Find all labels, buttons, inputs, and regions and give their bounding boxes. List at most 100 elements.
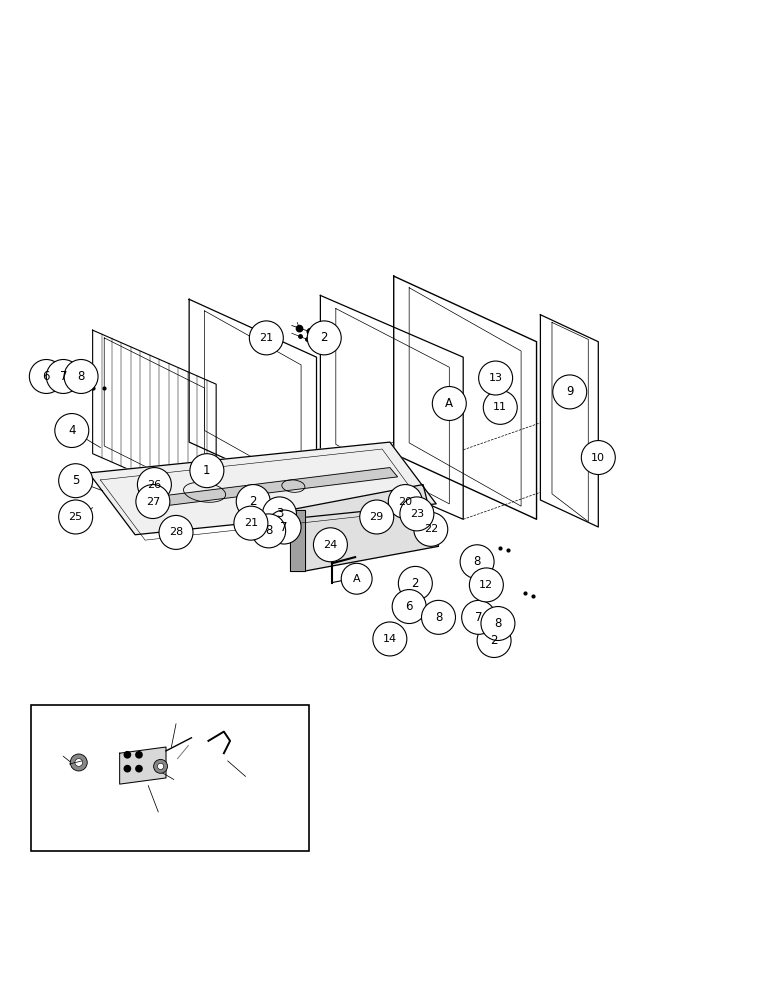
Circle shape (267, 510, 301, 544)
Circle shape (262, 497, 296, 531)
Text: 7: 7 (280, 521, 288, 534)
Text: 29: 29 (370, 512, 384, 522)
Text: 3: 3 (276, 507, 283, 520)
Circle shape (581, 441, 615, 475)
Text: 15: 15 (167, 774, 181, 784)
Text: 27: 27 (146, 497, 160, 507)
Text: 4: 4 (68, 424, 76, 437)
Circle shape (70, 754, 87, 771)
Text: 26: 26 (147, 480, 161, 490)
Circle shape (29, 359, 63, 393)
Circle shape (469, 568, 503, 602)
Circle shape (46, 359, 80, 393)
Text: 6: 6 (405, 600, 413, 613)
Circle shape (414, 512, 448, 546)
Circle shape (75, 759, 83, 766)
Text: 2: 2 (411, 577, 419, 590)
Text: 13: 13 (489, 373, 503, 383)
Circle shape (124, 765, 131, 773)
Polygon shape (120, 747, 166, 784)
Circle shape (460, 545, 494, 579)
Circle shape (553, 375, 587, 409)
Circle shape (481, 607, 515, 641)
Circle shape (296, 325, 303, 332)
Circle shape (159, 515, 193, 549)
Text: 17: 17 (169, 719, 183, 729)
Text: 10: 10 (591, 453, 605, 463)
Circle shape (400, 497, 434, 531)
Circle shape (136, 485, 170, 519)
Circle shape (479, 361, 513, 395)
Circle shape (161, 708, 191, 739)
Circle shape (477, 624, 511, 657)
Polygon shape (290, 510, 305, 571)
Circle shape (154, 759, 168, 773)
Text: 21: 21 (244, 518, 258, 528)
Circle shape (249, 321, 283, 355)
Circle shape (59, 464, 93, 498)
Circle shape (190, 454, 224, 488)
Text: 7: 7 (59, 370, 67, 383)
FancyBboxPatch shape (31, 705, 309, 851)
Circle shape (317, 331, 324, 339)
Text: A: A (49, 720, 56, 730)
Circle shape (230, 761, 261, 792)
Circle shape (124, 751, 131, 759)
Text: 28: 28 (169, 527, 183, 537)
Text: 22: 22 (424, 524, 438, 534)
Circle shape (48, 741, 79, 772)
Text: 14: 14 (383, 634, 397, 644)
Circle shape (158, 764, 189, 795)
Text: A: A (353, 574, 361, 584)
Polygon shape (89, 442, 436, 535)
Text: 11: 11 (493, 402, 507, 412)
Circle shape (483, 390, 517, 424)
Circle shape (37, 710, 68, 741)
Text: 18: 18 (56, 751, 70, 761)
Circle shape (388, 485, 422, 519)
Circle shape (135, 751, 143, 759)
Circle shape (341, 563, 372, 594)
Polygon shape (290, 485, 438, 571)
Circle shape (59, 500, 93, 534)
Circle shape (313, 528, 347, 562)
Text: 7: 7 (475, 611, 482, 624)
Circle shape (157, 763, 164, 769)
Ellipse shape (70, 384, 81, 392)
Circle shape (307, 321, 341, 355)
Circle shape (432, 387, 466, 420)
Text: 2: 2 (490, 634, 498, 647)
Circle shape (306, 328, 314, 336)
Text: 16: 16 (151, 807, 165, 817)
Text: 12: 12 (479, 580, 493, 590)
Text: 23: 23 (410, 509, 424, 519)
Circle shape (137, 468, 171, 502)
Circle shape (422, 600, 455, 634)
Text: A: A (445, 397, 453, 410)
Text: 8: 8 (435, 611, 442, 624)
Circle shape (252, 514, 286, 548)
Ellipse shape (73, 386, 79, 390)
Text: 8: 8 (494, 617, 502, 630)
Text: 21: 21 (259, 333, 273, 343)
Circle shape (462, 600, 496, 634)
Circle shape (234, 506, 268, 540)
Text: 24: 24 (323, 540, 337, 550)
Circle shape (398, 566, 432, 600)
Text: 2: 2 (249, 495, 257, 508)
Circle shape (135, 765, 143, 773)
Circle shape (143, 796, 174, 827)
Text: 19: 19 (239, 771, 252, 781)
Text: 25: 25 (69, 512, 83, 522)
Text: 8: 8 (473, 555, 481, 568)
Text: 6: 6 (42, 370, 50, 383)
Circle shape (64, 359, 98, 393)
Circle shape (236, 485, 270, 519)
Circle shape (55, 414, 89, 448)
Circle shape (373, 622, 407, 656)
Text: 20: 20 (398, 497, 412, 507)
Circle shape (392, 590, 426, 624)
Text: 5: 5 (72, 474, 80, 487)
Text: 9: 9 (566, 385, 574, 398)
Text: 8: 8 (265, 524, 273, 537)
